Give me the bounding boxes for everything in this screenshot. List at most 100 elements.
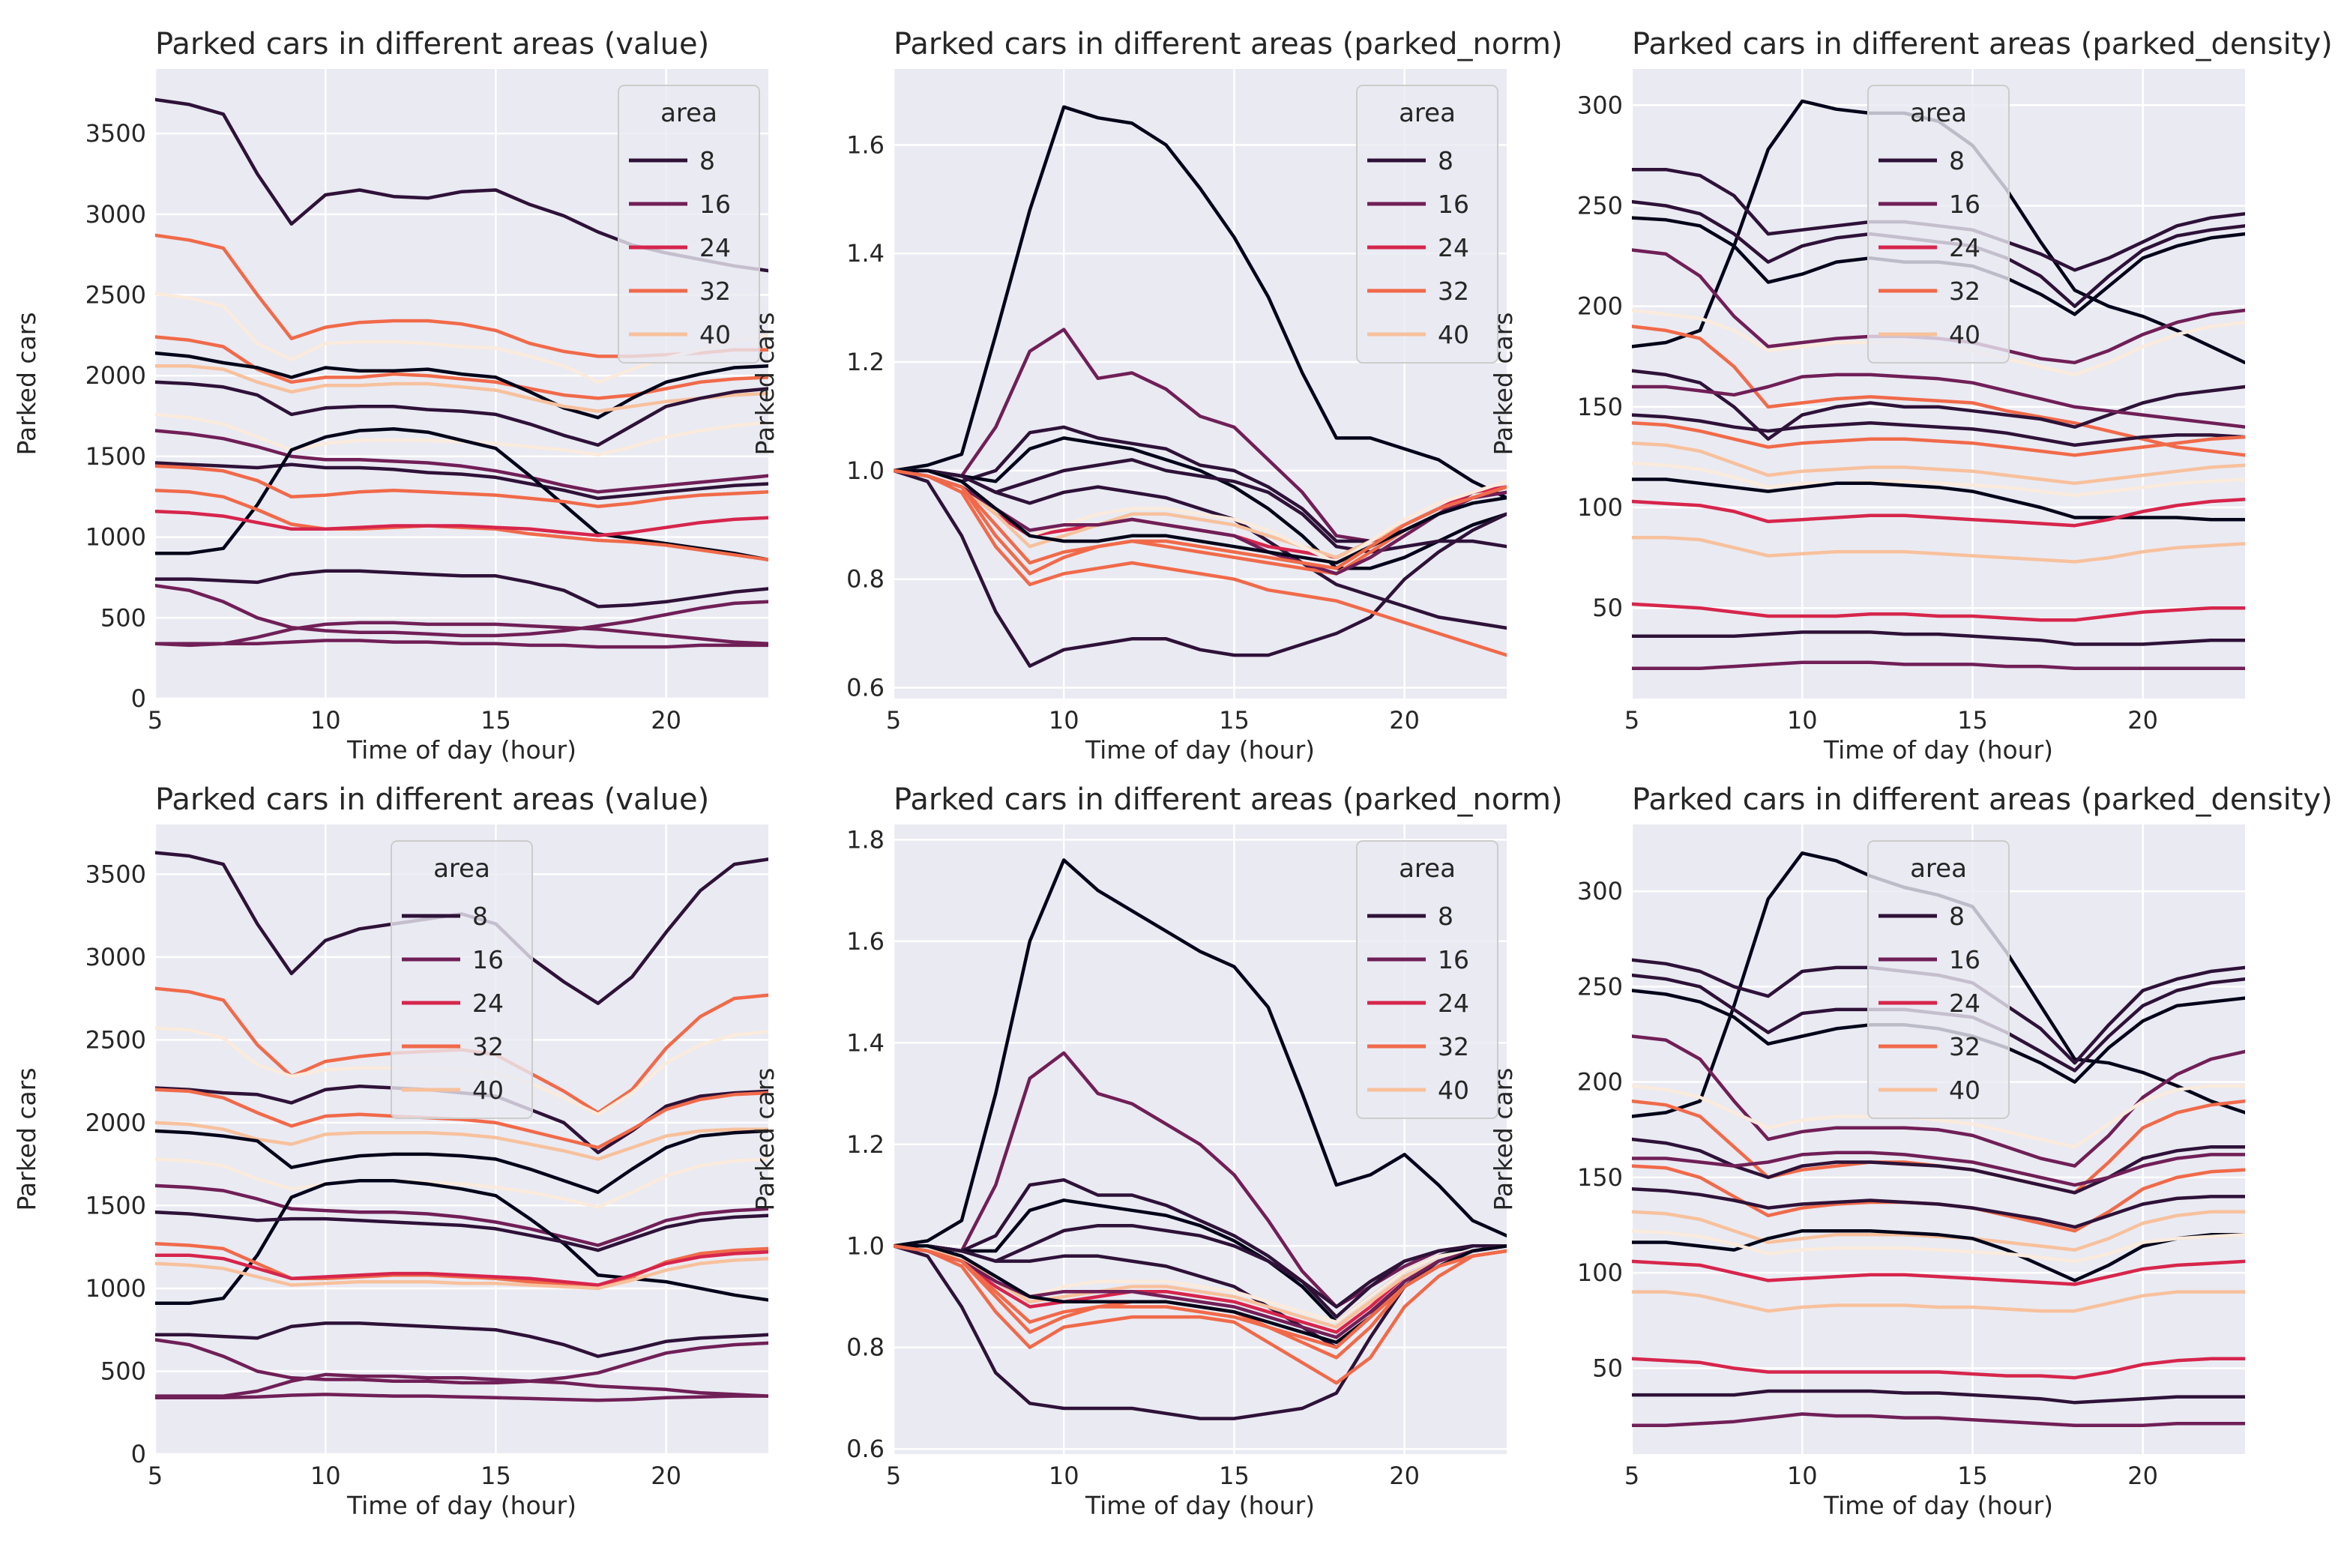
y-tick-label: 0.8 (846, 565, 885, 594)
series-line-10 (155, 461, 768, 501)
series-line-12 (1632, 441, 2245, 486)
y-tick-label: 2500 (85, 281, 146, 310)
y-axis-label: Parked cars (750, 1067, 780, 1210)
series-line-15 (1632, 498, 2245, 528)
legend: area 8 16 24 32 40 (1867, 840, 2010, 1119)
series-line-15 (894, 468, 1507, 570)
chart-panel-2: 5 10 15 20 0.6 0.8 1.0 1.2 1.4 1.6 Parked cars in … (750, 27, 1563, 765)
series-line-15 (155, 569, 768, 609)
y-axis-label: Parked cars (12, 1067, 41, 1210)
x-axis-label: Time of day (hour) (1823, 1491, 2053, 1520)
y-tick-label: 1.6 (846, 130, 885, 159)
series-line-13 (1632, 1228, 2245, 1282)
legend-entry-16: 16 (472, 945, 504, 974)
legend-title: area (1910, 854, 1967, 884)
series-line-16 (155, 1338, 768, 1385)
x-tick-label: 5 (148, 706, 163, 735)
x-tick-label: 20 (651, 706, 681, 735)
y-tick-label: 3000 (85, 943, 146, 971)
legend-box (1356, 85, 1498, 364)
series-line-11 (1632, 1186, 2245, 1229)
y-tick-label: 1000 (85, 1274, 146, 1303)
x-tick-label: 20 (651, 1462, 681, 1490)
series-line-6 (155, 364, 768, 413)
legend: area 8 16 24 32 40 (1867, 85, 2010, 364)
legend-entry-24: 24 (1949, 989, 1980, 1018)
x-tick-label: 15 (480, 706, 511, 735)
legend-entry-8: 8 (1949, 146, 1965, 175)
legend-entry-8: 8 (1438, 902, 1453, 931)
y-tick-label: 200 (1577, 292, 1623, 321)
y-tick-label: 100 (1577, 1258, 1623, 1287)
x-tick-label: 5 (1624, 1462, 1639, 1490)
series-line-13 (155, 1250, 768, 1287)
x-tick-label: 10 (310, 1462, 341, 1490)
y-tick-label: 2000 (85, 1109, 146, 1137)
series-line-11 (1632, 421, 2245, 457)
series-line-9 (155, 1183, 768, 1247)
series-line-4 (894, 436, 1507, 570)
series-line-9 (155, 429, 768, 494)
legend-box (618, 85, 760, 364)
x-axis-label: Time of day (hour) (1085, 1491, 1315, 1520)
legend-entry-24: 24 (1438, 233, 1469, 262)
series-line-1 (894, 858, 1507, 1248)
legend-title: area (1910, 98, 1967, 128)
legend-box (1867, 85, 2010, 364)
x-tick-label: 10 (310, 706, 341, 735)
y-tick-label: 200 (1577, 1068, 1623, 1097)
legend-entry-16: 16 (1949, 945, 1980, 974)
series-line-7 (155, 380, 768, 447)
series-line-5 (1632, 1034, 2245, 1168)
series-line-5 (155, 351, 768, 420)
y-tick-label: 300 (1577, 877, 1623, 905)
legend-entry-40: 40 (1438, 320, 1469, 349)
chart-title: Parked cars in different areas (parked_n… (894, 27, 1563, 61)
x-tick-label: 15 (1957, 1462, 1988, 1490)
series-line-7 (894, 468, 1507, 630)
legend-entry-40: 40 (1949, 320, 1980, 349)
y-tick-label: 0 (131, 1440, 146, 1468)
x-tick-label: 10 (1787, 1462, 1818, 1490)
chart-panel-5: 5 10 15 20 0.6 0.8 1.0 1.2 1.4 1.6 1.8 Parked cars … (750, 783, 1563, 1520)
series-line-5 (155, 1088, 768, 1150)
y-axis-label: Parked cars (1489, 312, 1518, 455)
legend: area 8 16 24 32 40 (1356, 85, 1498, 364)
y-tick-label: 0.6 (846, 1435, 885, 1463)
series-line-16 (155, 583, 768, 638)
x-axis-label: Time of day (hour) (346, 735, 576, 765)
chart-panel-3: 5 10 15 20 50 100 150 200 250 300 Parked cars in d… (1489, 27, 2333, 765)
legend-entry-32: 32 (1949, 1032, 1980, 1061)
y-tick-label: 2500 (85, 1025, 146, 1054)
legend-entry-24: 24 (472, 989, 504, 1018)
series-line-7 (1632, 325, 2245, 457)
series-line-13 (1632, 461, 2245, 498)
series-line-10 (155, 1179, 768, 1306)
y-tick-label: 3500 (85, 119, 146, 148)
series-line-18 (1632, 630, 2245, 646)
legend-entry-40: 40 (699, 320, 731, 349)
y-tick-label: 0.8 (846, 1333, 885, 1362)
y-tick-label: 1.0 (846, 456, 885, 485)
x-axis-label: Time of day (hour) (1823, 735, 2053, 765)
x-tick-label: 10 (1049, 706, 1079, 735)
legend-entry-40: 40 (472, 1076, 504, 1105)
series-line-14 (1632, 1228, 2245, 1264)
series-line-17 (155, 1372, 768, 1398)
x-tick-label: 15 (480, 1462, 511, 1490)
y-tick-label: 0.6 (846, 674, 885, 702)
series-line-8 (894, 468, 1507, 657)
series-line-7 (155, 1129, 768, 1194)
legend-entry-32: 32 (1438, 277, 1469, 306)
legend-entry-32: 32 (1438, 1032, 1469, 1061)
legend-entry-24: 24 (699, 233, 731, 262)
series-line-6 (1632, 1084, 2245, 1149)
legend-entry-16: 16 (1438, 190, 1469, 219)
x-tick-label: 15 (1219, 706, 1250, 735)
series-line-15 (894, 1244, 1507, 1349)
series-line-2 (894, 1051, 1507, 1309)
series-line-16 (1632, 536, 2245, 564)
legend-title: area (1399, 854, 1456, 884)
x-tick-label: 15 (1957, 706, 1988, 735)
